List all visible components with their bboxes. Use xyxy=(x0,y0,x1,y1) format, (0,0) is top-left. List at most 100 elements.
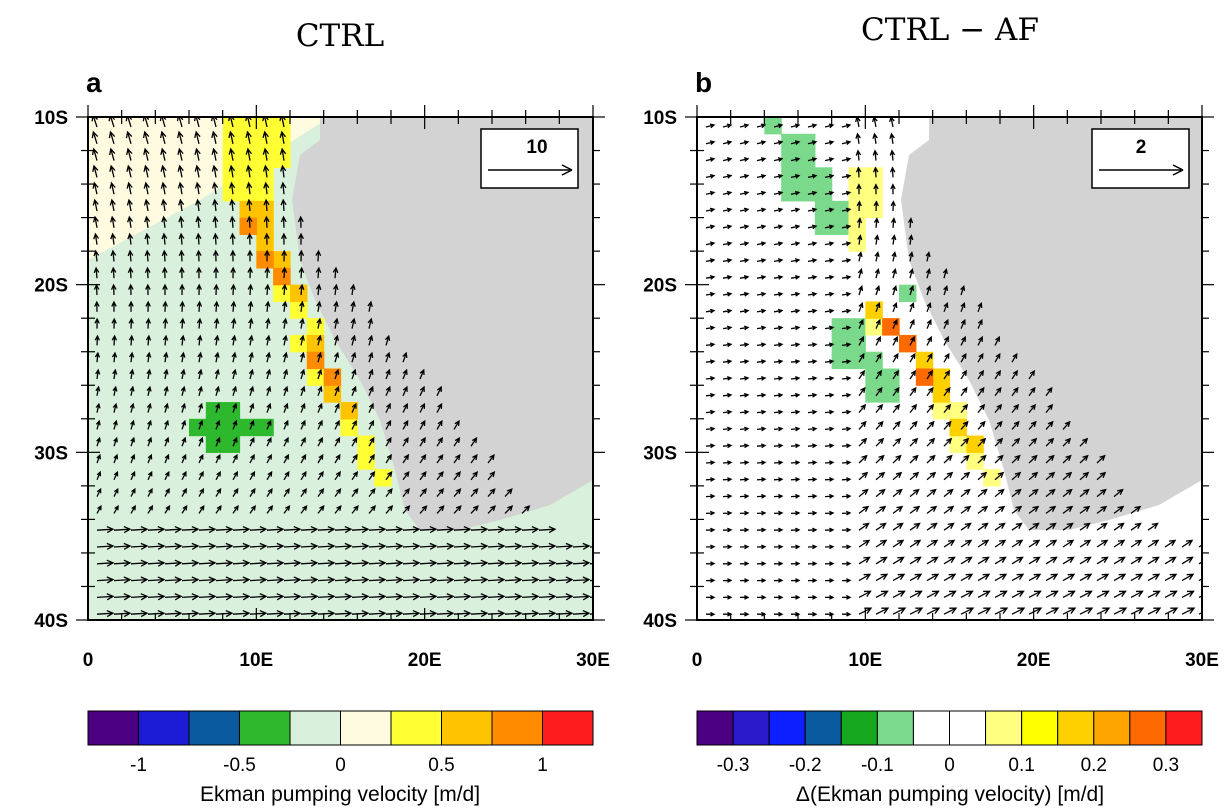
wind-vector xyxy=(368,576,387,584)
wind-vector-difference xyxy=(824,359,835,364)
wind-vector xyxy=(164,487,170,497)
wind-vector xyxy=(147,504,154,514)
wind-vector-difference xyxy=(943,607,958,615)
wind-vector xyxy=(315,283,322,296)
wind-vector-difference xyxy=(1198,544,1202,548)
wind-vector-difference xyxy=(773,443,784,449)
wind-vector-difference xyxy=(790,342,801,348)
ekman-diff-cell xyxy=(865,184,883,202)
wind-vector xyxy=(181,504,188,514)
wind-vector xyxy=(198,609,217,618)
wind-vector-difference xyxy=(841,308,852,314)
wind-vector-difference xyxy=(943,505,955,514)
wind-vector-difference xyxy=(855,149,862,161)
wind-vector-difference xyxy=(722,376,733,381)
wind-vector xyxy=(299,351,306,363)
wind-vector xyxy=(181,609,200,618)
wind-vector xyxy=(229,198,236,212)
wind-vector xyxy=(453,419,460,430)
lon-tick-label: 30E xyxy=(1185,650,1219,671)
wind-vector xyxy=(112,419,118,430)
wind-vector xyxy=(130,525,149,534)
wind-vector-difference xyxy=(756,409,767,415)
ekman-diff-cell xyxy=(831,217,850,235)
wind-vector-difference xyxy=(858,284,864,296)
wind-vector xyxy=(504,525,523,534)
wind-vector xyxy=(266,487,273,497)
wind-vector-difference xyxy=(891,234,897,245)
wind-vector-difference xyxy=(1062,573,1076,582)
wind-vector xyxy=(195,232,202,245)
wind-vector xyxy=(367,317,374,329)
wind-vector xyxy=(181,470,187,481)
wind-vector-difference xyxy=(705,173,716,179)
wind-vector-difference xyxy=(926,386,934,397)
wind-vector xyxy=(162,317,169,329)
wind-vector-difference xyxy=(773,275,784,280)
wind-vector xyxy=(247,283,254,296)
wind-vector-difference xyxy=(824,493,835,499)
wind-vector-difference xyxy=(926,318,932,329)
wind-vector-difference xyxy=(892,284,898,296)
wind-vector xyxy=(198,525,217,534)
wind-vector xyxy=(197,385,203,396)
wind-vector xyxy=(419,419,426,430)
wind-vector xyxy=(213,317,220,329)
wind-vector xyxy=(300,576,319,584)
wind-vector xyxy=(161,249,168,262)
wind-vector-difference xyxy=(1079,590,1093,598)
wind-vector xyxy=(96,559,115,567)
wind-vector xyxy=(111,334,118,346)
wind-vector-difference xyxy=(807,325,818,331)
wind-vector xyxy=(147,453,153,464)
wind-vector xyxy=(231,351,237,363)
wind-vector-difference xyxy=(1147,539,1160,548)
wind-vector-difference xyxy=(756,291,767,297)
wind-vector xyxy=(538,593,557,601)
wind-vector-difference xyxy=(1062,556,1075,565)
wind-vector xyxy=(162,300,168,312)
wind-vector-difference xyxy=(960,301,966,313)
wind-vector xyxy=(453,576,472,584)
wind-vector xyxy=(127,249,134,262)
wind-vector-difference xyxy=(807,173,818,179)
wind-vector xyxy=(300,609,319,618)
wind-vector xyxy=(385,351,391,363)
wind-vector xyxy=(195,249,202,262)
ekman-cell xyxy=(273,117,291,135)
panel-a-frame xyxy=(87,116,594,621)
wind-vector-difference xyxy=(841,291,852,297)
wind-vector-difference xyxy=(875,369,883,380)
wind-vector-difference xyxy=(1011,505,1023,514)
wind-vector xyxy=(298,283,305,296)
wind-vector xyxy=(248,334,254,346)
wind-vector-difference xyxy=(892,318,898,329)
wind-vector-difference xyxy=(977,403,986,414)
wind-vector-difference xyxy=(943,420,952,430)
wind-vector-difference xyxy=(705,325,716,331)
ekman-diff-cell xyxy=(831,200,850,219)
wind-vector-difference xyxy=(841,510,852,516)
wind-vector-difference xyxy=(858,539,871,548)
wind-vector-difference xyxy=(841,325,852,331)
land xyxy=(901,117,1202,530)
wind-vector-difference xyxy=(807,376,818,381)
wind-vector-difference xyxy=(1045,556,1058,565)
wind-vector-difference xyxy=(875,471,886,481)
wind-vector xyxy=(280,164,287,178)
wind-vector xyxy=(110,283,117,296)
wind-vector-difference xyxy=(889,132,895,144)
wind-vector-difference xyxy=(960,454,970,464)
lon-tick-label: 20E xyxy=(408,650,442,671)
wind-vector-difference xyxy=(756,207,767,213)
wind-vector xyxy=(436,402,443,413)
wind-vector-difference xyxy=(943,284,949,296)
wind-vector xyxy=(228,164,236,178)
lat-tick-label: 30S xyxy=(34,443,68,464)
wind-vector-difference xyxy=(1096,454,1106,464)
wind-vector-difference xyxy=(842,611,852,617)
wind-vector-difference xyxy=(756,578,767,583)
wind-vector xyxy=(402,402,408,413)
ekman-cell xyxy=(222,435,241,453)
wind-vector xyxy=(232,559,251,567)
